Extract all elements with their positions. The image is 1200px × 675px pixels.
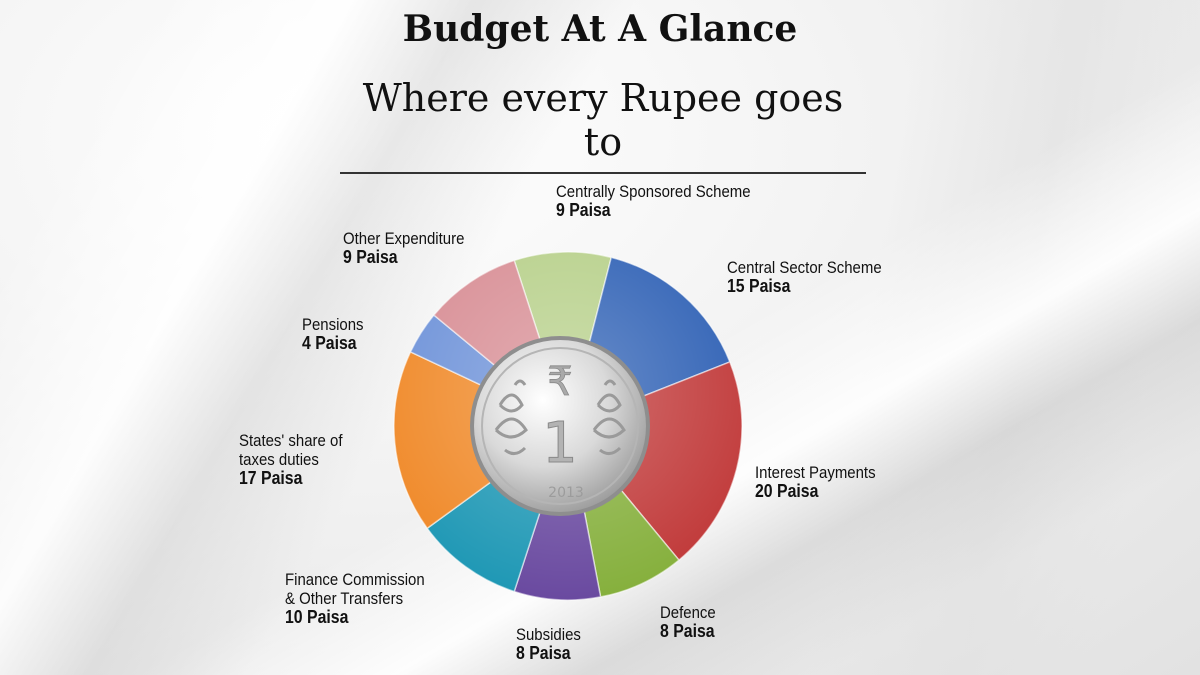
slice-value: 20 Paisa [755, 481, 819, 501]
label-interest-payments: Interest Payments 20 Paisa [755, 463, 876, 501]
slice-value: 9 Paisa [343, 247, 398, 267]
page-subtitle: Where every Rupee goes to [340, 76, 866, 174]
rupee-coin-icon: ₹ 1 2013 [470, 336, 650, 516]
slice-label: States' share of taxes duties [239, 431, 343, 469]
coin-year: 2013 [548, 485, 584, 501]
label-central-sector-scheme: Central Sector Scheme 15 Paisa [727, 258, 882, 296]
page-title: Budget At A Glance [402, 8, 798, 50]
slice-label: Defence [660, 603, 716, 622]
slice-value: 10 Paisa [285, 607, 349, 627]
slice-label: Subsidies [516, 625, 581, 644]
slice-label: Interest Payments [755, 463, 876, 482]
slice-label: Central Sector Scheme [727, 258, 882, 277]
slice-label: Other Expenditure [343, 229, 465, 248]
label-states-share: States' share of taxes duties 17 Paisa [239, 431, 342, 488]
slice-label: Pensions [302, 315, 364, 334]
label-other-expenditure: Other Expenditure 9 Paisa [343, 229, 464, 267]
coin-rupee-symbol: ₹ [547, 359, 572, 405]
slice-label: Finance Commission & Other Transfers [285, 570, 425, 608]
label-defence: Defence 8 Paisa [660, 603, 716, 641]
label-finance-commission: Finance Commission & Other Transfers 10 … [285, 570, 425, 627]
label-centrally-sponsored-scheme: Centrally Sponsored Scheme 9 Paisa [556, 182, 751, 220]
slice-value: 8 Paisa [660, 621, 715, 641]
label-pensions: Pensions 4 Paisa [302, 315, 364, 353]
slice-value: 9 Paisa [556, 200, 611, 220]
coin-lotus-left-icon [494, 379, 528, 455]
slice-value: 4 Paisa [302, 333, 357, 353]
label-subsidies: Subsidies 8 Paisa [516, 625, 581, 663]
coin-numeral: 1 [542, 411, 578, 476]
coin-lotus-right-icon [592, 379, 626, 455]
slice-value: 15 Paisa [727, 276, 791, 296]
slice-value: 8 Paisa [516, 643, 571, 663]
slice-label: Centrally Sponsored Scheme [556, 182, 751, 201]
slice-value: 17 Paisa [239, 468, 303, 488]
